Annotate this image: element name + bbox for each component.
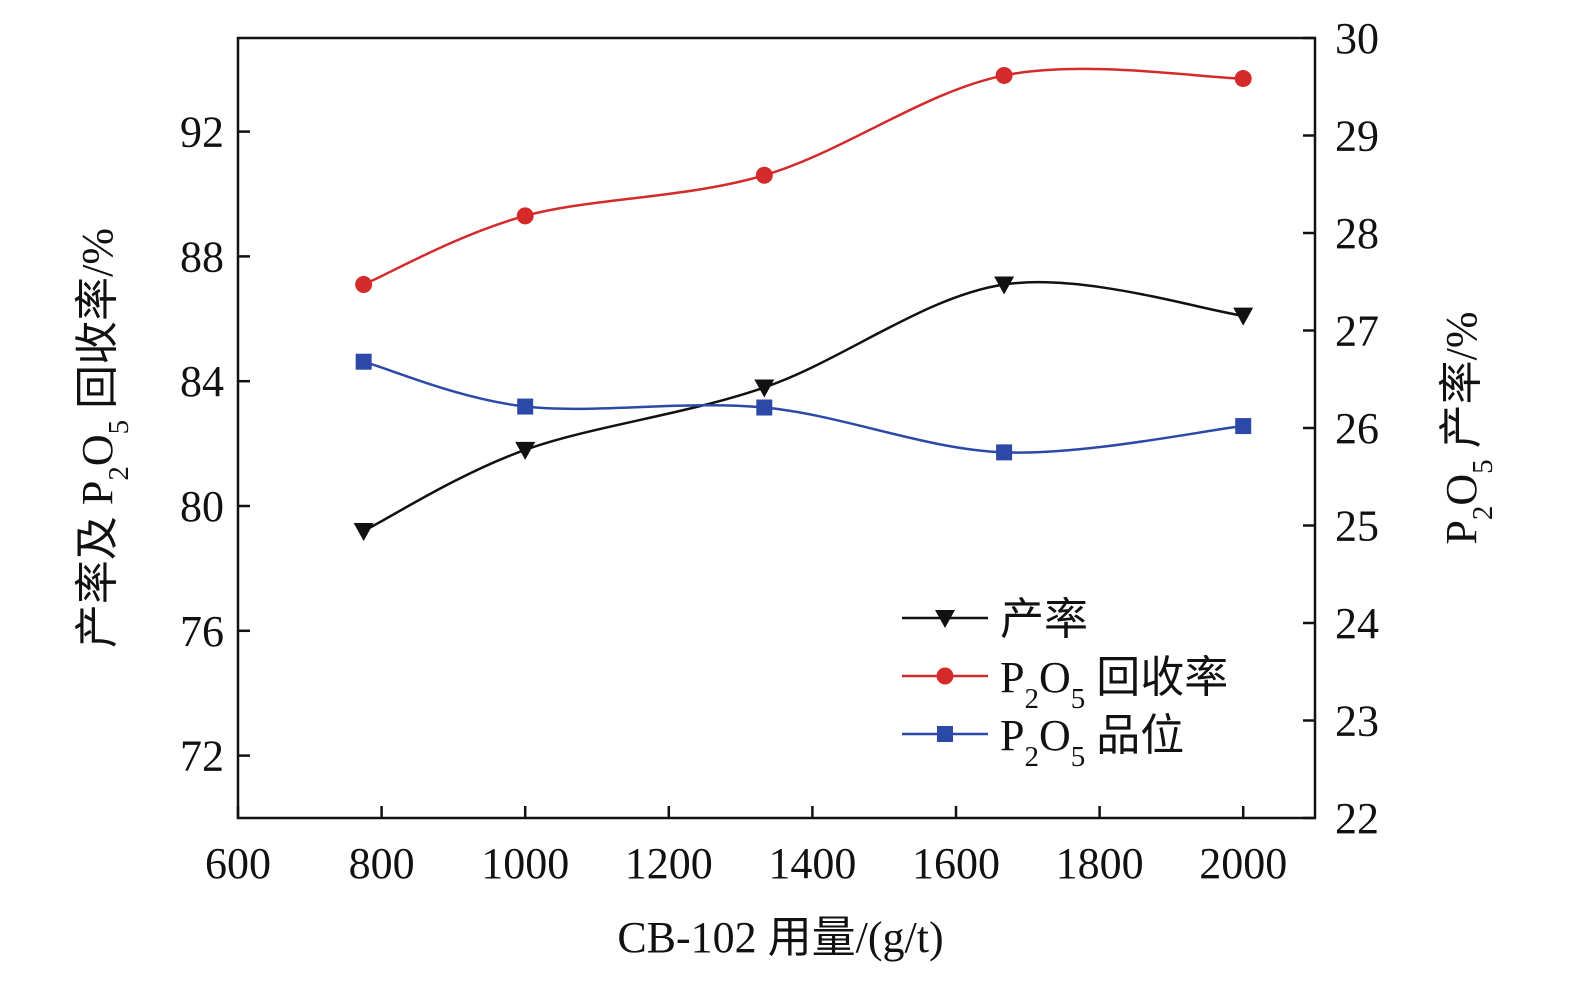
x-tick-label: 1800 [1056,839,1144,888]
y-right-tick-label: 25 [1335,502,1379,551]
x-axis-title: CB-102 用量/(g/t) [617,913,943,962]
y-left-tick-label: 92 [180,108,224,157]
y-right-axis-title: P2O5 产率/% [1437,311,1499,544]
y-left-axis-title: 产率及 P2O5 回收率/% [73,228,135,648]
legend-label: P2O5 回收率 [1000,653,1228,715]
chart-marks: 600 800 1000 1200 1400 1600 1800 2000 72 76 80 84 88… [73,14,1499,962]
series-1-point [355,275,373,293]
series-0-point [994,276,1015,295]
x-tick-label: 800 [349,839,415,888]
legend-marker [935,610,955,628]
series-2-point [996,444,1013,461]
x-tick-label: 2000 [1199,839,1287,888]
series-1-point [755,166,773,184]
legend-label: 产率 [1000,595,1088,644]
x-tick-label: 1200 [625,839,713,888]
y-right-tick-label: 27 [1335,307,1379,356]
legend-label: P2O5 品位 [1000,711,1184,773]
series-0-point [353,522,374,541]
series-2-point [517,398,534,415]
y-right-tick-label: 30 [1335,14,1379,63]
x-tick-label: 1000 [481,839,569,888]
series-2-point [355,353,372,370]
series-2-point [756,399,773,416]
y-left-tick-label: 72 [180,732,224,781]
series-0-point [754,379,775,398]
series-line-1 [363,67,1244,286]
series-2-point [1235,418,1252,435]
y-right-tick-label: 29 [1335,112,1379,161]
series-1-point [1234,70,1252,88]
legend-marker [937,726,953,742]
y-right-tick-label: 22 [1335,794,1379,843]
series-1-point [516,207,534,225]
y-right-tick-label: 26 [1335,404,1379,453]
x-tick-label: 600 [205,839,271,888]
legend-marker [936,667,954,685]
y-left-tick-label: 84 [180,357,224,406]
series-0-point [515,441,536,460]
series-0-point [1233,307,1254,326]
y-left-tick-label: 88 [180,232,224,281]
y-right-tick-label: 28 [1335,209,1379,258]
series-1-point [995,66,1013,84]
x-tick-label: 1400 [768,839,856,888]
y-left-tick-label: 80 [180,482,224,531]
y-right-tick-label: 24 [1335,599,1379,648]
y-left-tick-label: 76 [180,607,224,656]
series-line-2 [363,360,1244,454]
y-right-tick-label: 23 [1335,697,1379,746]
series-line-0 [363,280,1244,533]
x-tick-label: 1600 [912,839,1000,888]
